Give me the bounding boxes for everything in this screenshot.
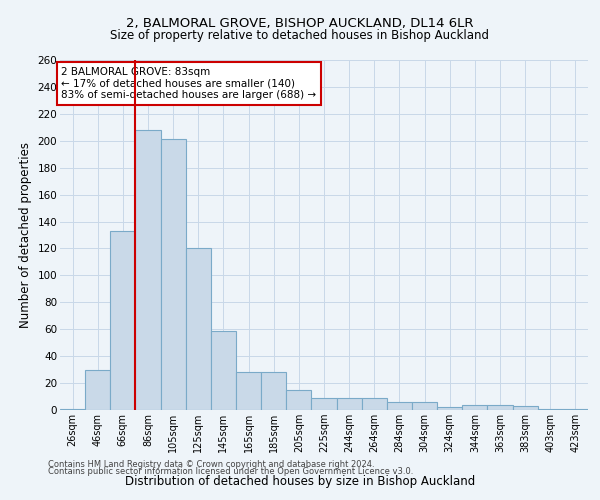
Bar [538,408,563,410]
Bar [387,402,412,410]
Text: Contains HM Land Registry data © Crown copyright and database right 2024.: Contains HM Land Registry data © Crown c… [48,460,374,469]
Bar [412,402,437,410]
Bar [437,408,462,410]
Text: Contains public sector information licensed under the Open Government Licence v3: Contains public sector information licen… [48,467,413,476]
Bar [60,408,85,410]
Bar [236,372,261,410]
Bar [362,398,387,410]
Bar [85,370,110,410]
Bar [186,248,211,410]
Bar [161,140,186,410]
Y-axis label: Number of detached properties: Number of detached properties [19,142,32,328]
Bar [286,390,311,410]
Text: 2 BALMORAL GROVE: 83sqm
← 17% of detached houses are smaller (140)
83% of semi-d: 2 BALMORAL GROVE: 83sqm ← 17% of detache… [61,66,316,100]
Bar [136,130,161,410]
Text: Size of property relative to detached houses in Bishop Auckland: Size of property relative to detached ho… [110,29,490,42]
Text: 2, BALMORAL GROVE, BISHOP AUCKLAND, DL14 6LR: 2, BALMORAL GROVE, BISHOP AUCKLAND, DL14… [126,18,474,30]
Bar [110,231,136,410]
Bar [487,404,512,410]
Text: Distribution of detached houses by size in Bishop Auckland: Distribution of detached houses by size … [125,474,475,488]
Bar [563,408,588,410]
Bar [462,404,487,410]
Bar [311,398,337,410]
Bar [512,406,538,410]
Bar [211,330,236,410]
Bar [337,398,362,410]
Bar [261,372,286,410]
